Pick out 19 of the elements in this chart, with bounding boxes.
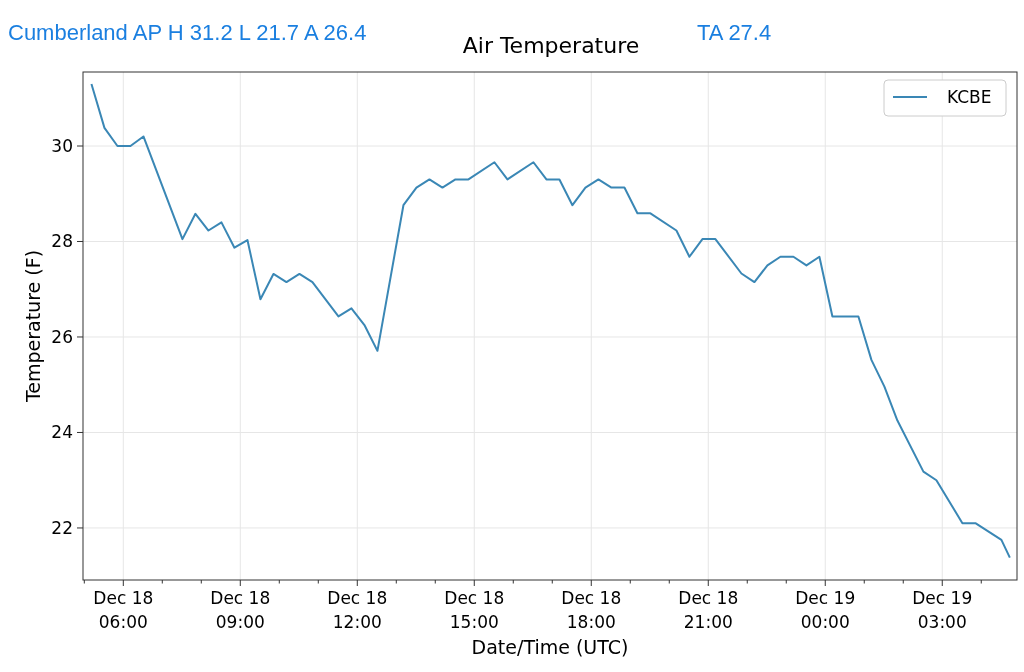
y-tick-label: 22 bbox=[51, 517, 73, 538]
x-tick-label: Dec 18 18:00 bbox=[561, 588, 622, 632]
text: TA 27.4 bbox=[697, 20, 772, 45]
y-tick-label: 24 bbox=[51, 422, 73, 443]
x-tick-label: Dec 18 21:00 bbox=[678, 588, 739, 632]
y-tick-label: 26 bbox=[51, 326, 73, 347]
x-tick-label: Dec 18 15:00 bbox=[444, 588, 505, 632]
x-tick-label: Dec 19 03:00 bbox=[912, 588, 973, 632]
x-tick-label: Dec 19 00:00 bbox=[795, 588, 856, 632]
y-axis-title: Temperature (F) bbox=[22, 249, 44, 404]
legend-label: KCBE bbox=[947, 87, 992, 107]
text: Cumberland AP H 31.2 L 21.7 A 26.4 bbox=[8, 20, 367, 45]
x-tick-label: Dec 18 12:00 bbox=[327, 588, 388, 632]
x-tick-label: Dec 18 06:00 bbox=[93, 588, 154, 632]
x-axis-title: Date/Time (UTC) bbox=[471, 636, 629, 658]
y-tick-label: 28 bbox=[51, 231, 73, 252]
y-tick-label: 30 bbox=[51, 136, 73, 156]
chart-title: Air Temperature bbox=[462, 33, 640, 58]
x-tick-label: Dec 18 09:00 bbox=[210, 588, 271, 632]
